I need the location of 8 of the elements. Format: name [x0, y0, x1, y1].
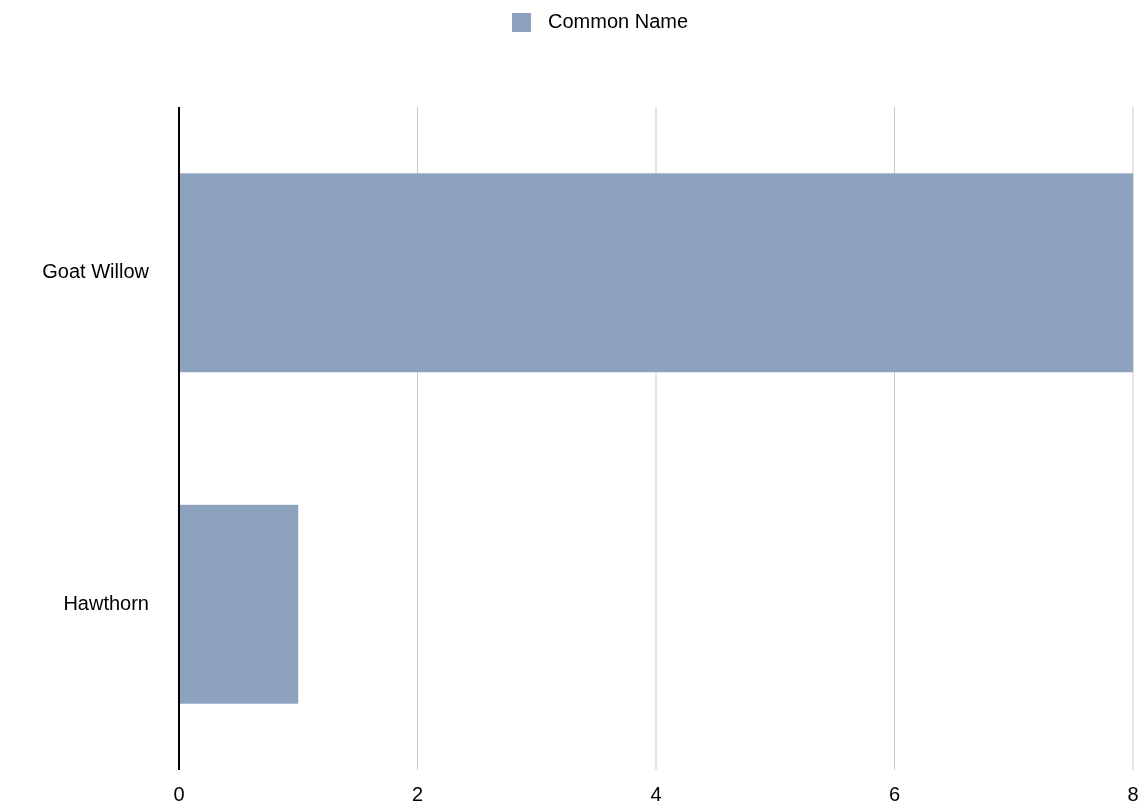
x-tick-label: 2: [411, 783, 424, 805]
legend-label: Common Name: [548, 10, 689, 33]
x-tick-label: 8: [1127, 783, 1139, 805]
y-tick-label: Goat Willow: [42, 260, 150, 283]
x-tick-label: 4: [650, 783, 662, 805]
x-tick-label: 6: [888, 783, 901, 805]
x-tick-label: 0: [173, 783, 185, 805]
y-tick-label: Hawthorn: [63, 591, 149, 614]
